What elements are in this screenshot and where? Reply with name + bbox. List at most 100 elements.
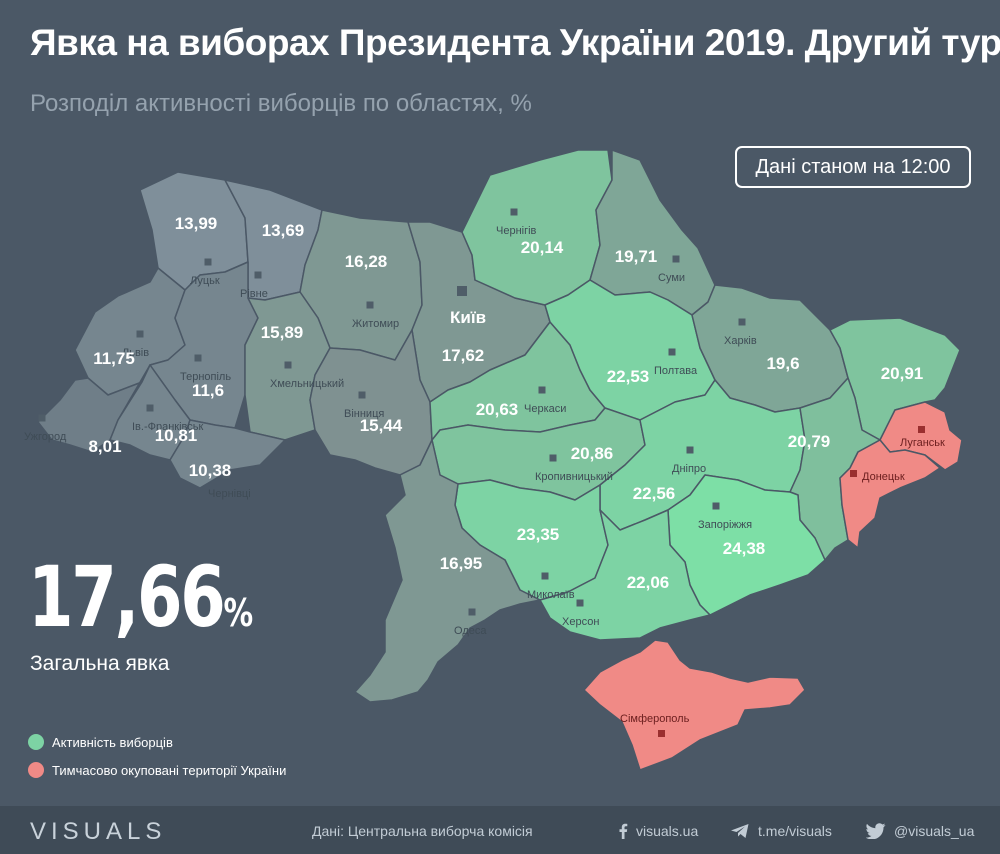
turnout-value-odesa: 16,95: [440, 554, 483, 573]
city-marker-kirovohrad: [549, 454, 557, 462]
legend-dot-green: [28, 734, 44, 750]
city-label-mykolaiv: Миколаїв: [527, 589, 575, 601]
turnout-value-ivano-frankivsk: 10,81: [155, 426, 198, 445]
region-chernivtsi: [169, 419, 286, 489]
city-marker-kyiv: [457, 286, 467, 296]
city-label-simferopol: Сімферополь: [620, 713, 690, 725]
city-marker-kharkiv: [738, 318, 746, 326]
city-label-ivano-frankivsk: Ів.-Франківськ: [132, 421, 203, 433]
legend-dot-red: [28, 762, 44, 778]
legend-item-occupied: Тимчасово окуповані території України: [28, 762, 286, 778]
turnout-value-chernivtsi: 10,38: [189, 461, 232, 480]
city-label-zhytomyr: Житомир: [352, 318, 399, 330]
city-label-zaporizhzhia: Запоріжжя: [698, 519, 752, 531]
city-label-cherkasy: Черкаси: [524, 403, 566, 415]
turnout-value-zakarpattia: 8,01: [88, 437, 121, 456]
city-marker-ivano-frankivsk: [146, 404, 154, 412]
turnout-value-mykolaiv: 23,35: [517, 525, 560, 544]
city-marker-kherson: [576, 599, 584, 607]
ukraine-map: Луцьк 13,99 Рівне 13,69 Житомир 16,28 Київ 17,6…: [24, 149, 963, 771]
turnout-value-poltava: 22,53: [607, 367, 650, 386]
region-donetsk-occupied: [839, 439, 941, 549]
turnout-value-chernihiv: 20,14: [521, 238, 564, 257]
city-label-poltava: Полтава: [654, 365, 698, 377]
city-label-lviv: Львів: [122, 347, 149, 359]
region-kherson: [539, 509, 711, 641]
region-odesa: [354, 439, 541, 703]
city-marker-odesa: [468, 608, 476, 616]
turnout-value-volyn: 13,99: [175, 214, 218, 233]
city-label-kirovohrad: Кропивницький: [535, 471, 613, 483]
turnout-value-kherson: 22,06: [627, 573, 670, 592]
turnout-value-dnipro: 22,56: [633, 484, 676, 503]
turnout-value-cherkasy: 20,63: [476, 400, 519, 419]
telegram-icon: [731, 824, 749, 838]
city-label-vinnytsia: Вінниця: [344, 408, 384, 420]
legend-label-occupied: Тимчасово окуповані території України: [52, 762, 287, 778]
city-label-kyiv: Київ: [450, 308, 486, 327]
city-marker-zhytomyr: [366, 301, 374, 309]
city-label-luhansk: Луганськ: [900, 437, 945, 449]
city-marker-donetsk: [850, 470, 857, 477]
city-label-chernivtsi: Чернівці: [208, 488, 251, 500]
city-label-zakarpattia: Ужгород: [24, 431, 67, 443]
telegram-handle: t.me/visuals: [758, 823, 832, 839]
facebook-link[interactable]: visuals.ua: [618, 823, 698, 839]
turnout-value-kyiv: 17,62: [442, 346, 485, 365]
legend-item-activity: Активність виборців: [28, 734, 173, 750]
city-marker-rivne: [254, 271, 262, 279]
as-of-badge: Дані станом на 12:00: [735, 146, 971, 188]
total-turnout-number: 17,66: [28, 548, 226, 646]
page-title: Явка на виборах Президента України 2019.…: [30, 22, 1000, 63]
page-subtitle: Розподіл активності виборців по областях…: [30, 90, 532, 117]
turnout-value-vinnytsia: 15,44: [360, 416, 403, 435]
city-label-kharkiv: Харків: [724, 335, 757, 347]
turnout-value-zaporizhzhia: 24,38: [723, 539, 766, 558]
turnout-value-kharkiv: 19,6: [766, 354, 799, 373]
city-marker-chernivtsi: [222, 471, 230, 479]
city-label-sumy: Суми: [658, 272, 685, 284]
twitter-link[interactable]: @visuals_ua: [866, 823, 974, 839]
footer: VISUALS Дані: Центральна виборча комісія…: [0, 806, 1000, 854]
city-marker-vinnytsia: [358, 391, 366, 399]
legend-label-activity: Активність виборців: [52, 734, 173, 750]
turnout-value-sumy: 19,71: [615, 247, 658, 266]
city-marker-zakarpattia: [38, 414, 46, 422]
city-marker-volyn: [204, 258, 212, 266]
turnout-value-zhytomyr: 16,28: [345, 252, 388, 271]
turnout-value-lviv: 11,75: [93, 349, 135, 368]
city-marker-sumy: [672, 255, 680, 263]
city-marker-luhansk: [918, 426, 925, 433]
turnout-value-khmelnytskyi: 15,89: [261, 323, 304, 342]
city-label-ternopil: Тернопіль: [180, 371, 231, 383]
city-label-kherson: Херсон: [562, 616, 599, 628]
total-turnout-label: Загальна явка: [30, 652, 170, 675]
city-marker-lviv: [136, 330, 144, 338]
city-marker-khmelnytskyi: [284, 361, 292, 369]
data-source: Дані: Центральна виборча комісія: [312, 823, 533, 839]
turnout-value-kirovohrad: 20,86: [571, 444, 614, 463]
city-marker-chernihiv: [510, 208, 518, 216]
twitter-handle: @visuals_ua: [894, 823, 975, 839]
city-label-dnipro: Дніпро: [672, 463, 706, 475]
turnout-value-ternopil: 11,6: [192, 381, 224, 400]
city-marker-zaporizhzhia: [712, 502, 720, 510]
city-label-chernihiv: Чернігів: [496, 225, 537, 237]
turnout-value-luhansk: 20,91: [881, 364, 924, 383]
total-turnout-unit: %: [223, 591, 254, 635]
city-marker-dnipro: [686, 446, 694, 454]
city-label-volyn: Луцьк: [190, 275, 220, 287]
brand-logo: VISUALS: [30, 818, 167, 845]
turnout-value-rivne: 13,69: [262, 221, 305, 240]
city-label-rivne: Рівне: [240, 288, 268, 300]
city-label-odesa: Одеса: [454, 625, 487, 637]
twitter-icon: [866, 823, 886, 839]
city-marker-poltava: [668, 348, 676, 356]
facebook-handle: visuals.ua: [636, 823, 699, 839]
city-marker-ternopil: [194, 354, 202, 362]
total-turnout-value: 17,66%: [28, 548, 253, 646]
facebook-icon: [619, 823, 628, 839]
telegram-link[interactable]: t.me/visuals: [730, 823, 832, 839]
turnout-value-donetsk: 20,79: [788, 432, 831, 451]
city-marker-simferopol: [658, 730, 665, 737]
